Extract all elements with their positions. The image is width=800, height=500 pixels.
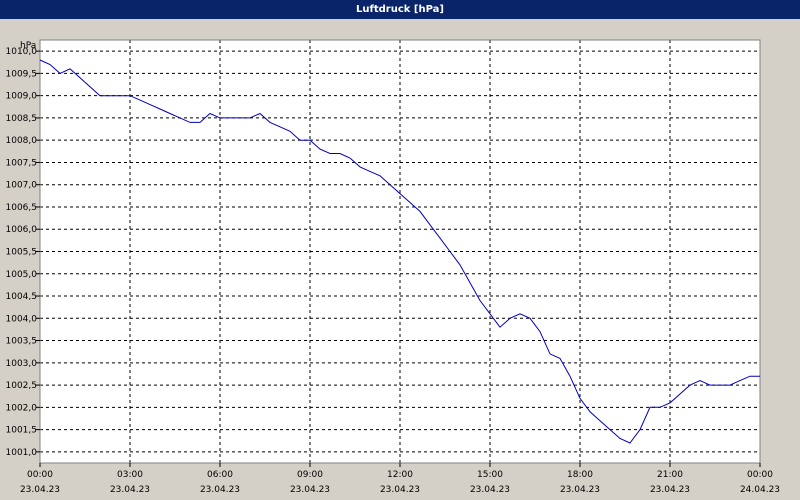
y-tick-label: 1009,0 — [6, 92, 38, 102]
x-axis-ticks: 00:00 23.04.23 03:00 23.04.23 06:00 23.04.23 0… — [20, 463, 780, 495]
x-tick-date-label: 23.04.23 — [650, 485, 690, 495]
x-tick-date-label: 23.04.23 — [560, 485, 600, 495]
x-tick-date-label: 23.04.23 — [20, 485, 60, 495]
x-tick-date-label: 23.04.23 — [110, 485, 150, 495]
x-tick-date-label: 23.04.23 — [200, 485, 240, 495]
y-tick-label: 1002,5 — [6, 381, 38, 391]
chart-title: Luftdruck [hPa] — [0, 0, 800, 19]
x-tick-time-label: 09:00 — [297, 470, 323, 480]
y-axis-unit-label: hPa — [20, 41, 36, 51]
y-tick-label: 1004,5 — [6, 292, 38, 302]
y-tick-label: 1008,0 — [6, 136, 38, 146]
x-tick-date-label: 23.04.23 — [290, 485, 330, 495]
y-tick-label: 1004,0 — [6, 314, 38, 324]
x-tick-time-label: 00:00 — [747, 470, 773, 480]
x-tick-date-label: 23.04.23 — [380, 485, 420, 495]
x-tick-time-label: 12:00 — [387, 470, 413, 480]
y-tick-label: 1001,0 — [6, 448, 38, 458]
y-tick-label: 1007,0 — [6, 181, 38, 191]
y-tick-label: 1003,5 — [6, 337, 38, 347]
x-tick-date-label: 24.04.23 — [740, 485, 780, 495]
x-tick-time-label: 21:00 — [657, 470, 683, 480]
y-tick-label: 1010,0 — [6, 47, 38, 57]
x-tick-date-label: 23.04.23 — [470, 485, 510, 495]
y-tick-label: 1005,5 — [6, 248, 38, 258]
x-tick-time-label: 00:00 — [27, 470, 53, 480]
series-line-luftdruck — [39, 59, 760, 444]
y-axis-ticks: 1001,0 1001,5 1002,0 1002,5 1003,0 1003,5 1004… — [6, 47, 40, 458]
y-tick-label: 1007,5 — [6, 158, 38, 168]
y-tick-label: 1006,5 — [6, 203, 38, 213]
y-tick-label: 1009,5 — [6, 69, 38, 79]
y-tick-label: 1001,5 — [6, 426, 38, 436]
x-tick-time-label: 18:00 — [567, 470, 593, 480]
y-tick-label: 1003,0 — [6, 359, 38, 369]
y-tick-label: 1005,0 — [6, 270, 38, 280]
x-tick-time-label: 06:00 — [207, 470, 233, 480]
y-tick-label: 1002,0 — [6, 403, 38, 413]
y-tick-label: 1006,0 — [6, 225, 38, 235]
y-tick-label: 1008,5 — [6, 114, 38, 124]
x-tick-time-label: 15:00 — [477, 470, 503, 480]
x-tick-time-label: 03:00 — [117, 470, 143, 480]
gridlines — [40, 40, 760, 463]
